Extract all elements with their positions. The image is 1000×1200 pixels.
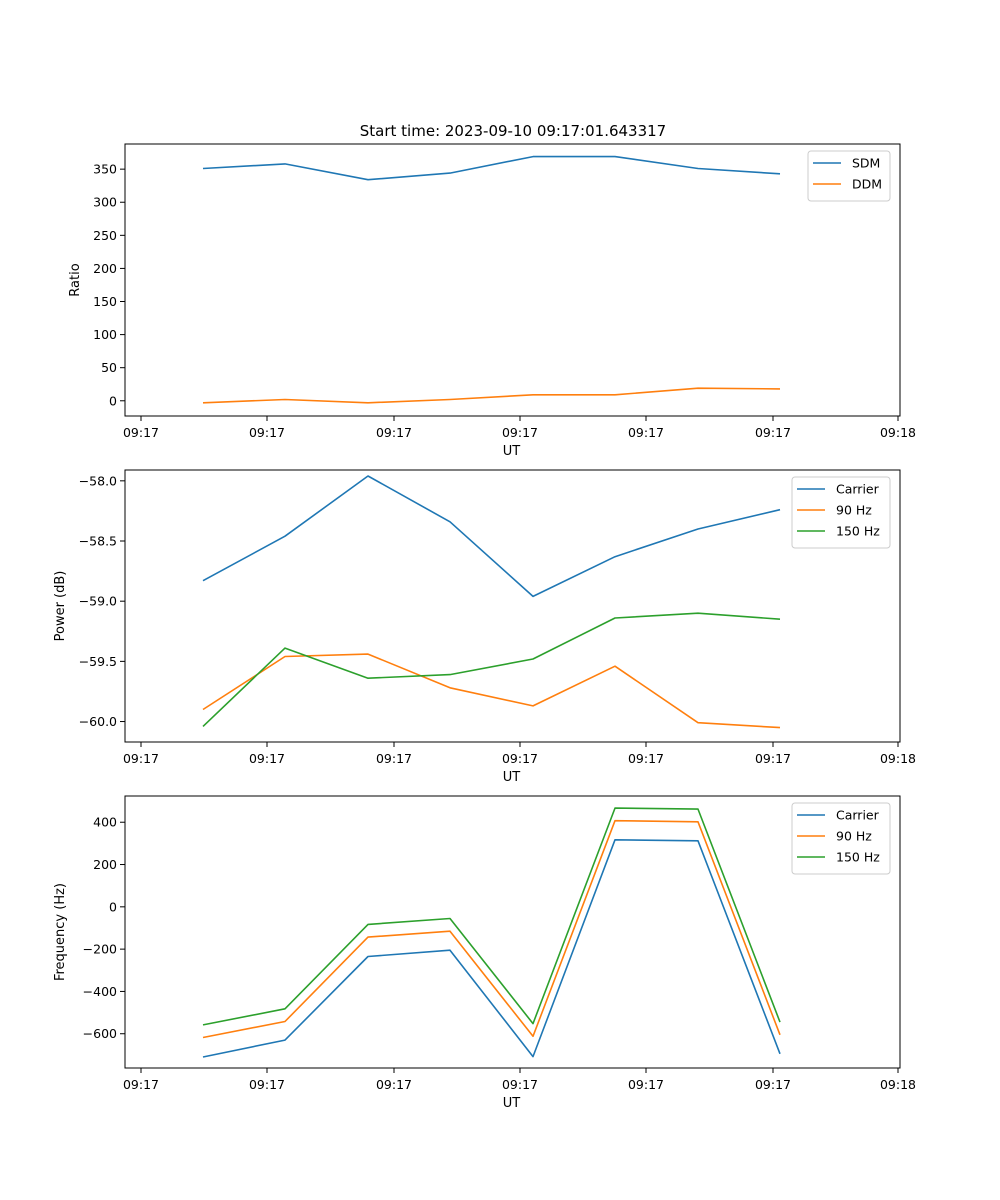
x-tick-label: 09:18	[880, 751, 916, 766]
y-tick-label: −600	[83, 1026, 117, 1041]
legend-label: DDM	[852, 177, 882, 192]
x-tick-label: 09:18	[880, 1077, 916, 1092]
x-tick-label: 09:17	[502, 751, 538, 766]
legend: Carrier 90 Hz 150 Hz	[791, 802, 891, 875]
x-tick-label: 09:17	[249, 1077, 285, 1092]
legend-label: Carrier	[836, 808, 880, 823]
legend-label: 150 Hz	[836, 850, 880, 865]
y-axis-label: Ratio	[68, 263, 83, 296]
y-tick-label: 400	[93, 815, 117, 830]
x-tick-label: 09:17	[376, 751, 412, 766]
figure-title: Start time: 2023-09-10 09:17:01.643317	[360, 122, 666, 140]
x-tick-label: 09:17	[123, 751, 159, 766]
panel-3: −600 −400 −200 0 200 400 09:17 09:17 09:17 09:17 0…	[53, 795, 916, 1111]
y-tick-label: 300	[93, 195, 117, 210]
x-axis-label: UT	[503, 444, 521, 459]
y-axis-label: Power (dB)	[53, 571, 68, 642]
series-line-150-hz	[202, 612, 781, 727]
y-tick-label: −200	[83, 942, 117, 957]
series-line-90-hz	[202, 653, 781, 729]
x-tick-label: 09:17	[755, 751, 791, 766]
x-axis-label: UT	[503, 770, 521, 785]
x-tick-label: 09:17	[123, 1077, 159, 1092]
x-tick-label: 09:17	[502, 425, 538, 440]
y-tick-label: 250	[93, 228, 117, 243]
y-tick-label: −59.0	[79, 594, 117, 609]
legend-label: SDM	[852, 156, 880, 171]
series-line-sdm	[202, 155, 781, 181]
panel-1: 0 50 100 150 200 250 300 350 09:17 09:17 09:17 09:1…	[68, 143, 916, 459]
x-tick-label: 09:17	[502, 1077, 538, 1092]
y-tick-label: 150	[93, 294, 117, 309]
y-tick-label: 200	[93, 261, 117, 276]
y-tick-label: −58.5	[79, 534, 117, 549]
x-tick-label: 09:17	[755, 425, 791, 440]
y-axis-label: Frequency (Hz)	[53, 883, 68, 981]
panel-2: −60.0 −59.5 −59.0 −58.5 −58.0 09:17 09:17 09:17…	[53, 469, 916, 785]
series-line-carrier	[202, 838, 781, 1058]
x-axis-label: UT	[503, 1096, 521, 1111]
x-tick-label: 09:17	[123, 425, 159, 440]
legend-label: 90 Hz	[836, 829, 872, 844]
y-tick-label: 50	[101, 360, 117, 375]
y-tick-label: 0	[109, 899, 117, 914]
x-tick-label: 09:17	[628, 425, 664, 440]
x-tick-label: 09:17	[249, 751, 285, 766]
plot-frame	[124, 469, 901, 743]
series-line-ddm	[202, 387, 781, 404]
x-tick-label: 09:18	[880, 425, 916, 440]
legend-label: 150 Hz	[836, 524, 880, 539]
y-tick-label: 200	[93, 857, 117, 872]
x-tick-label: 09:17	[628, 1077, 664, 1092]
x-tick-label: 09:17	[755, 1077, 791, 1092]
y-tick-label: −400	[83, 984, 117, 999]
plot-frame	[124, 143, 901, 417]
series-line-carrier	[202, 475, 781, 598]
x-tick-label: 09:17	[628, 751, 664, 766]
y-tick-label: 100	[93, 327, 117, 342]
legend: Carrier 90 Hz 150 Hz	[791, 476, 891, 549]
x-tick-label: 09:17	[376, 1077, 412, 1092]
x-tick-label: 09:17	[376, 425, 412, 440]
legend-label: Carrier	[836, 482, 880, 497]
y-tick-label: 350	[93, 162, 117, 177]
series-line-150-hz	[202, 807, 781, 1026]
y-tick-label: −60.0	[79, 714, 117, 729]
legend: SDM DDM	[807, 150, 891, 202]
y-tick-label: −59.5	[79, 654, 117, 669]
plot-frame	[124, 795, 901, 1069]
legend-label: 90 Hz	[836, 503, 872, 518]
y-tick-label: 0	[109, 393, 117, 408]
x-tick-label: 09:17	[249, 425, 285, 440]
y-tick-label: −58.0	[79, 473, 117, 488]
series-line-90-hz	[202, 819, 781, 1039]
